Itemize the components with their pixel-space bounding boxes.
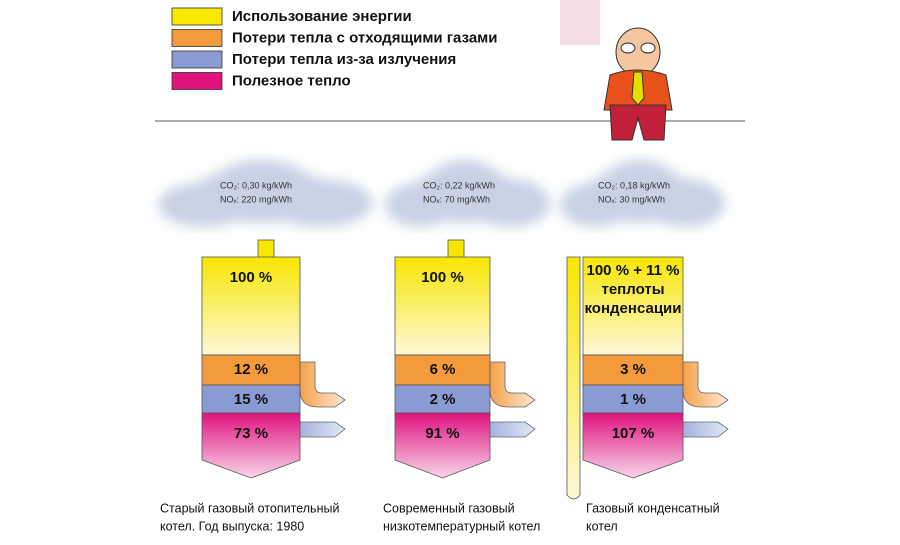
legend-swatch: [171, 50, 223, 69]
energy-label: 100 % + 11 %: [587, 262, 680, 279]
energy-segment: [582, 256, 684, 356]
decor: [560, 0, 600, 45]
cloud: [385, 160, 550, 227]
boilers: CO₂: 0,30 kg/kWh NOₓ: 220 mg/kWh 100 % 12 %…: [158, 160, 729, 533]
co2-emission: CO₂: 0,22 kg/kWh: [423, 180, 495, 190]
energy-label: 100 %: [421, 269, 464, 286]
cloud: [158, 160, 373, 227]
legend-swatch: [171, 72, 223, 90]
energy-label: 100 %: [230, 269, 273, 286]
caption: Старый газовый отопительный: [160, 501, 339, 515]
cloud-puff: [385, 183, 455, 227]
co2-emission: CO₂: 0,18 kg/kWh: [598, 180, 670, 190]
nox-emission: NOₓ: 70 mg/kWh: [423, 194, 490, 204]
useful-heat-segment: [394, 412, 491, 479]
caption: Современный газовый: [383, 501, 515, 515]
cloud-puff: [605, 160, 675, 200]
useful-heat-label: 107 %: [612, 425, 655, 442]
radiation-loss-label: 2 %: [430, 391, 456, 408]
nox-emission: NOₓ: 220 mg/kWh: [220, 194, 292, 204]
useful-heat-segment: [201, 412, 301, 479]
flue-loss-label: 3 %: [620, 361, 646, 378]
legend-swatch: [171, 29, 223, 47]
caption: низкотемпературный котел: [383, 519, 540, 533]
flue-loss-segment: [394, 354, 491, 386]
flue-loss-arrow: [677, 361, 729, 408]
radiation-loss-label: 1 %: [620, 391, 646, 408]
cloud: [560, 160, 725, 227]
energy-label: конденсации: [585, 300, 682, 317]
caption: котел: [586, 519, 618, 533]
useful-heat-label: 73 %: [234, 425, 268, 442]
cloud-puff: [158, 183, 249, 227]
cloud-puff: [430, 160, 500, 200]
flue-loss-label: 6 %: [430, 361, 456, 378]
co2-emission: CO₂: 0,30 kg/kWh: [220, 180, 292, 190]
legend-label: Полезное тепло: [232, 72, 351, 89]
legend-label: Потери тепла с отходящими газами: [232, 29, 498, 46]
legend: Использование энергии Потери тепла с отхо…: [171, 7, 498, 90]
chimney: [447, 239, 465, 259]
cloud-puff: [560, 183, 630, 227]
flue-loss-arrow: [484, 361, 536, 408]
radiation-loss-segment: [394, 384, 491, 414]
radiation-loss-label: 15 %: [234, 391, 268, 408]
useful-heat-segment: [582, 412, 684, 479]
legend-label: Потери тепла из-за излучения: [232, 51, 456, 68]
nox-emission: NOₓ: 30 mg/kWh: [598, 194, 665, 204]
flue-loss-label: 12 %: [234, 361, 268, 378]
useful-heat-label: 91 %: [425, 425, 459, 442]
cloud-puff: [216, 160, 308, 200]
flue-loss-segment: [582, 354, 684, 386]
cartoon-person: [603, 27, 673, 141]
flue-loss-arrow: [294, 361, 346, 408]
radiation-loss-segment: [201, 384, 301, 414]
flue-loss-segment: [201, 354, 301, 386]
caption: котел. Год выпуска: 1980: [160, 519, 304, 533]
legend-label: Использование энергии: [232, 8, 412, 25]
legend-swatch: [171, 7, 223, 26]
energy-label: теплоты: [601, 281, 664, 298]
condensation-bar: [566, 256, 581, 500]
chimney: [257, 239, 275, 259]
energy-segment: [394, 256, 491, 356]
caption: Газовый конденсатный: [586, 501, 720, 515]
